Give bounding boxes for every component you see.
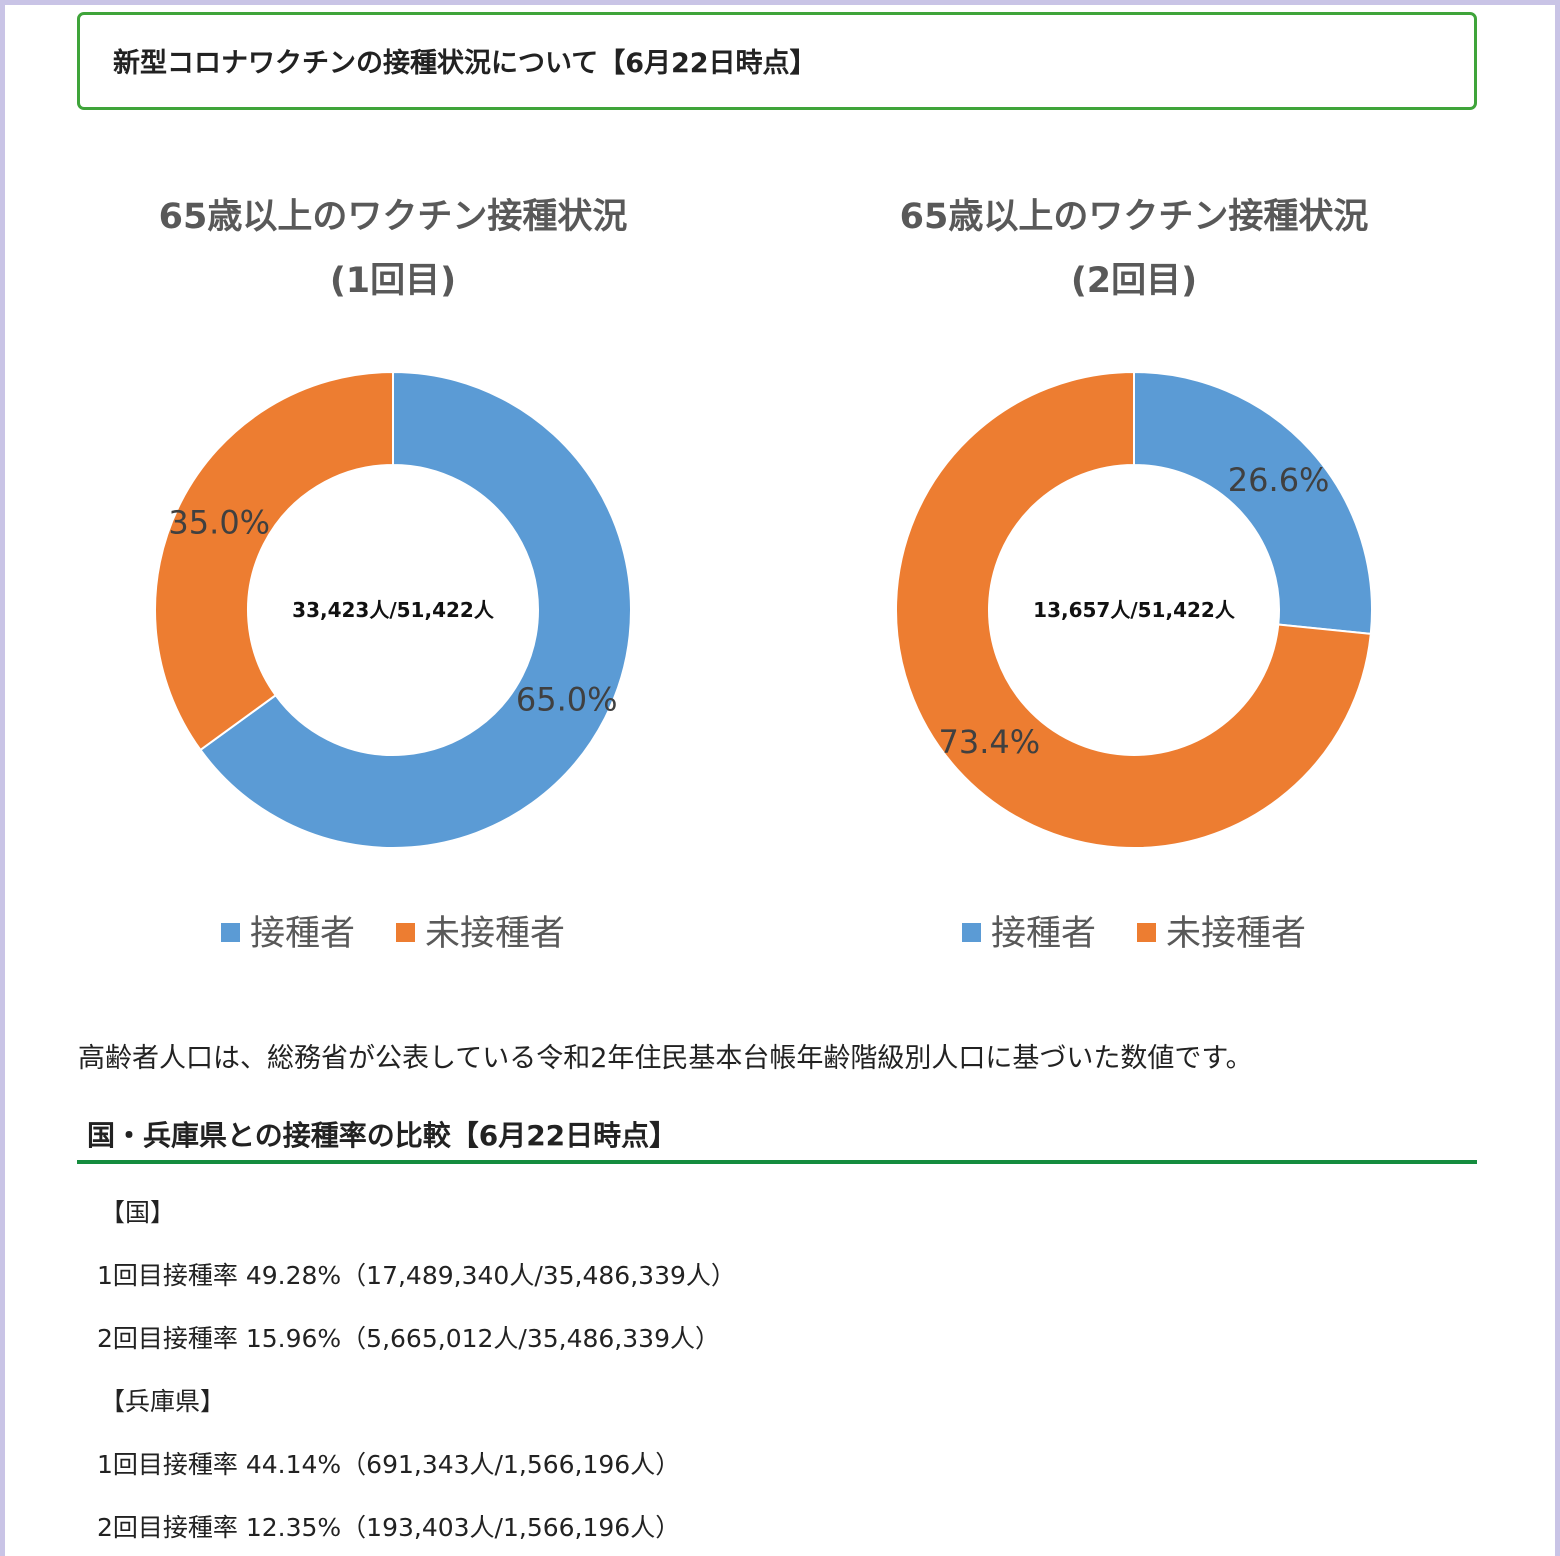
chart-title: 65歳以上のワクチン接種状況 bbox=[158, 197, 628, 237]
legend-item-unvaccinated: 未接種者 bbox=[396, 905, 565, 956]
header-box: 新型コロナワクチンの接種状況について【6月22日時点】 bbox=[77, 12, 1477, 110]
legend-swatch-vaccinated bbox=[961, 922, 981, 942]
center-label: 13,657人/51,422人 bbox=[1033, 598, 1236, 622]
slice-vaccinated bbox=[199, 370, 632, 849]
donut-plot: 65.0% 35.0% 33,423人/51,422人 bbox=[154, 370, 632, 849]
legend-label-unvaccinated: 未接種者 bbox=[1166, 914, 1307, 954]
donut-chart-dose2: 65歳以上のワクチン接種状況 (2回目) 26.6% 73.4% 13,657人/5… bbox=[854, 180, 1414, 970]
data-label-unvaccinated: 35.0% bbox=[168, 503, 270, 541]
donut-plot: 26.6% 73.4% 13,657人/51,422人 bbox=[895, 370, 1373, 849]
donut-chart-dose1: 65歳以上のワクチン接種状況 (1回目) 65.0% 35.0% 33,423人/5… bbox=[113, 180, 673, 970]
population-note: 高齢者人口は、総務省が公表している令和2年住民基本台帳年齢階級別人口に基づいた数… bbox=[78, 1043, 1253, 1074]
chart-subtitle: (1回目) bbox=[329, 261, 457, 301]
rate-line-hyogo-dose1: 1回目接種率 44.14%（691,343人/1,566,196人） bbox=[97, 1450, 681, 1479]
legend-label-vaccinated: 接種者 bbox=[990, 914, 1096, 954]
slice-vaccinated bbox=[1133, 370, 1373, 635]
center-label: 33,423人/51,422人 bbox=[292, 598, 495, 622]
page-title: 新型コロナワクチンの接種状況について【6月22日時点】 bbox=[113, 48, 817, 79]
group-label-national: 【国】 bbox=[100, 1198, 176, 1227]
chart-title: 65歳以上のワクチン接種状況 bbox=[899, 197, 1369, 237]
data-label-unvaccinated: 73.4% bbox=[939, 723, 1041, 761]
chart-legend: 接種者 未接種者 bbox=[113, 905, 673, 956]
rate-line-national-dose1: 1回目接種率 49.28%（17,489,340人/35,486,339人） bbox=[97, 1261, 736, 1290]
section-title: 国・兵庫県との接種率の比較【6月22日時点】 bbox=[87, 1119, 678, 1152]
rate-line-hyogo-dose2: 2回目接種率 12.35%（193,403人/1,566,196人） bbox=[97, 1513, 681, 1542]
data-label-vaccinated: 65.0% bbox=[516, 681, 618, 719]
legend-label-vaccinated: 接種者 bbox=[249, 914, 355, 954]
chart-legend: 接種者 未接種者 bbox=[854, 905, 1414, 956]
legend-item-unvaccinated: 未接種者 bbox=[1137, 905, 1306, 956]
legend-item-vaccinated: 接種者 bbox=[220, 905, 355, 956]
group-label-hyogo: 【兵庫県】 bbox=[100, 1387, 226, 1416]
legend-swatch-unvaccinated bbox=[1137, 922, 1157, 942]
legend-label-unvaccinated: 未接種者 bbox=[425, 914, 566, 954]
legend-swatch-vaccinated bbox=[220, 922, 240, 942]
slice-unvaccinated bbox=[154, 370, 394, 752]
legend-swatch-unvaccinated bbox=[396, 922, 416, 942]
data-label-vaccinated: 26.6% bbox=[1228, 461, 1330, 499]
legend-item-vaccinated: 接種者 bbox=[961, 905, 1096, 956]
comparison-section-header: 国・兵庫県との接種率の比較【6月22日時点】 bbox=[77, 1110, 1477, 1164]
slice-unvaccinated bbox=[895, 370, 1372, 849]
chart-subtitle: (2回目) bbox=[1070, 261, 1198, 301]
rate-line-national-dose2: 2回目接種率 15.96%（5,665,012人/35,486,339人） bbox=[97, 1324, 720, 1353]
